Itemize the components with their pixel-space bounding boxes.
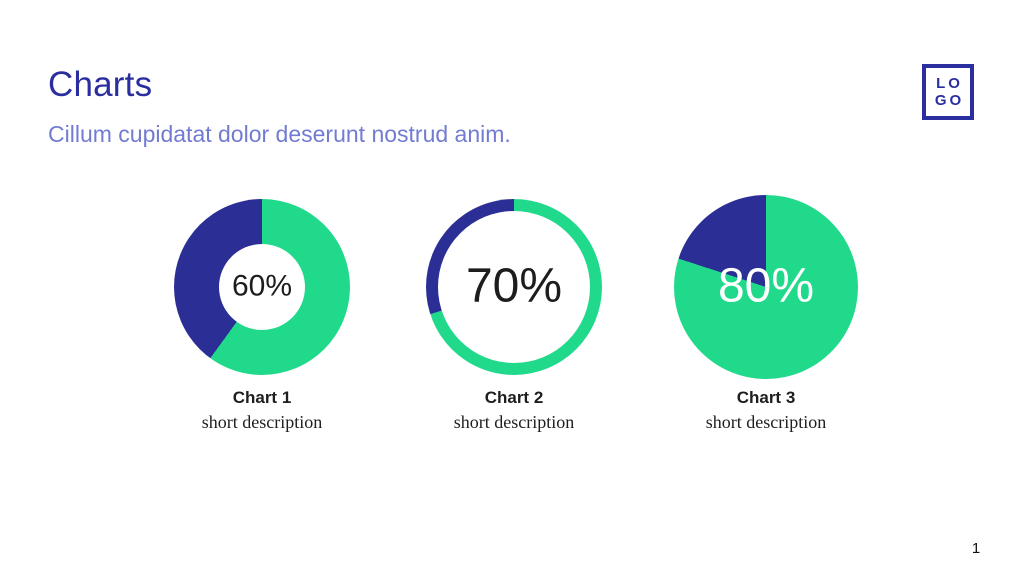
- chart-1-description: short description: [201, 412, 323, 433]
- chart-1-percent-label: 60%: [231, 269, 293, 303]
- pie-chart-3: 80%: [674, 195, 858, 379]
- chart-2-caption: Chart 2 short description: [426, 388, 602, 434]
- chart-3-caption: Chart 3 short description: [678, 388, 854, 434]
- donut-chart-1: 60%: [174, 199, 350, 375]
- chart-2-percent-label: 70%: [465, 259, 563, 313]
- logo-line-1: LO: [936, 74, 963, 92]
- chart-2-title: Chart 2: [484, 388, 544, 407]
- chart-1-title: Chart 1: [232, 388, 292, 407]
- chart-1-caption: Chart 1 short description: [174, 388, 350, 434]
- page-title: Charts: [48, 65, 153, 104]
- chart-3: 80% Chart 3 short description: [674, 195, 858, 432]
- page-subtitle: Cillum cupidatat dolor deserunt nostrud …: [48, 121, 511, 147]
- chart-2-description: short description: [453, 412, 575, 433]
- chart-3-title: Chart 3: [736, 388, 796, 407]
- chart-3-percent-label: 80%: [717, 259, 815, 313]
- page-number: 1: [971, 540, 981, 557]
- chart-3-description: short description: [705, 412, 827, 433]
- ring-chart-2: 70%: [426, 199, 602, 375]
- chart-1: 60% Chart 1 short description: [174, 199, 350, 432]
- logo: LO GO: [922, 64, 974, 120]
- chart-2: 70% Chart 2 short description: [426, 199, 602, 432]
- logo-line-2: GO: [934, 92, 965, 109]
